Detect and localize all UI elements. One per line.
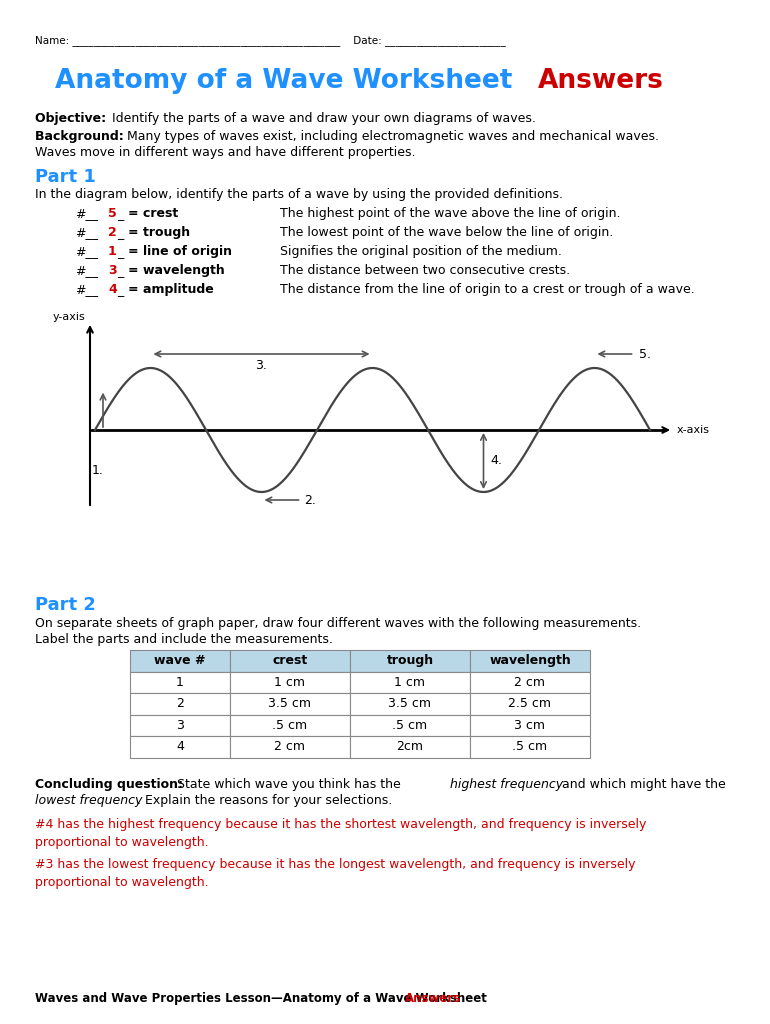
Text: y-axis: y-axis <box>52 312 85 322</box>
Text: 1: 1 <box>108 245 117 258</box>
Text: 3.5 cm: 3.5 cm <box>269 697 312 711</box>
Text: Answers: Answers <box>538 68 664 94</box>
Text: Waves move in different ways and have different properties.: Waves move in different ways and have di… <box>35 146 416 159</box>
Text: The distance from the line of origin to a crest or trough of a wave.: The distance from the line of origin to … <box>280 283 695 296</box>
Text: #4 has the highest frequency because it has the shortest wavelength, and frequen: #4 has the highest frequency because it … <box>35 818 646 849</box>
Text: wavelength: wavelength <box>489 654 571 668</box>
FancyBboxPatch shape <box>350 650 470 672</box>
Text: x-axis: x-axis <box>677 425 710 435</box>
Text: 5: 5 <box>108 207 117 220</box>
FancyBboxPatch shape <box>350 672 470 693</box>
Text: 1 cm: 1 cm <box>274 676 306 689</box>
Text: #__: #__ <box>75 264 98 278</box>
Text: = line of origin: = line of origin <box>128 245 232 258</box>
Text: wave #: wave # <box>154 654 206 668</box>
Text: Many types of waves exist, including electromagnetic waves and mechanical waves.: Many types of waves exist, including ele… <box>127 130 659 143</box>
Text: . Explain the reasons for your selections.: . Explain the reasons for your selection… <box>137 794 392 807</box>
Text: .5 cm: .5 cm <box>393 719 427 732</box>
Text: 2.5 cm: 2.5 cm <box>508 697 551 711</box>
FancyBboxPatch shape <box>350 715 470 736</box>
Text: 2: 2 <box>108 226 117 239</box>
FancyBboxPatch shape <box>130 715 230 736</box>
Text: 1: 1 <box>176 676 184 689</box>
Text: 2 cm: 2 cm <box>514 676 545 689</box>
FancyBboxPatch shape <box>230 672 350 693</box>
Text: Label the parts and include the measurements.: Label the parts and include the measurem… <box>35 633 333 646</box>
Text: highest frequency: highest frequency <box>450 778 563 791</box>
Text: 3.5 cm: 3.5 cm <box>389 697 431 711</box>
Text: .5 cm: .5 cm <box>273 719 307 732</box>
Text: Part 1: Part 1 <box>35 168 96 186</box>
Text: In the diagram below, identify the parts of a wave by using the provided definit: In the diagram below, identify the parts… <box>35 188 563 201</box>
Text: 4: 4 <box>176 740 184 754</box>
Text: Name: ___________________________________________________    Date: _____________: Name: __________________________________… <box>35 35 506 46</box>
Text: The distance between two consecutive crests.: The distance between two consecutive cre… <box>280 264 570 278</box>
Text: = wavelength: = wavelength <box>128 264 225 278</box>
Text: Anatomy of a Wave Worksheet: Anatomy of a Wave Worksheet <box>55 68 521 94</box>
Text: 2: 2 <box>176 697 184 711</box>
FancyBboxPatch shape <box>230 693 350 715</box>
Text: 4: 4 <box>108 283 117 296</box>
Text: #__: #__ <box>75 207 98 220</box>
FancyBboxPatch shape <box>350 736 470 758</box>
Text: Answers: Answers <box>405 992 461 1005</box>
Text: Part 2: Part 2 <box>35 596 96 614</box>
Text: #__: #__ <box>75 226 98 239</box>
Text: #3 has the lowest frequency because it has the longest wavelength, and frequency: #3 has the lowest frequency because it h… <box>35 858 635 889</box>
Text: 4.: 4. <box>490 455 502 468</box>
FancyBboxPatch shape <box>130 672 230 693</box>
Text: = amplitude: = amplitude <box>128 283 214 296</box>
Text: Signifies the original position of the medium.: Signifies the original position of the m… <box>280 245 562 258</box>
Text: 2 cm: 2 cm <box>274 740 306 754</box>
Text: _: _ <box>117 264 127 278</box>
Text: On separate sheets of graph paper, draw four different waves with the following : On separate sheets of graph paper, draw … <box>35 617 641 630</box>
FancyBboxPatch shape <box>130 693 230 715</box>
FancyBboxPatch shape <box>230 650 350 672</box>
Text: _: _ <box>117 226 127 239</box>
FancyBboxPatch shape <box>230 715 350 736</box>
Text: 1.: 1. <box>92 464 104 477</box>
FancyBboxPatch shape <box>470 693 590 715</box>
FancyBboxPatch shape <box>470 715 590 736</box>
Text: = trough: = trough <box>128 226 190 239</box>
FancyBboxPatch shape <box>470 672 590 693</box>
Text: _: _ <box>117 207 127 220</box>
Text: 3: 3 <box>108 264 116 278</box>
Text: #__: #__ <box>75 245 98 258</box>
FancyBboxPatch shape <box>230 736 350 758</box>
Text: The highest point of the wave above the line of origin.: The highest point of the wave above the … <box>280 207 621 220</box>
Text: 3.: 3. <box>256 359 267 372</box>
Text: 2.: 2. <box>304 494 316 507</box>
Text: Background:: Background: <box>35 130 128 143</box>
Text: crest: crest <box>273 654 308 668</box>
Text: Identify the parts of a wave and draw your own diagrams of waves.: Identify the parts of a wave and draw yo… <box>112 112 536 125</box>
Text: = crest: = crest <box>128 207 178 220</box>
FancyBboxPatch shape <box>130 650 230 672</box>
Text: _: _ <box>117 283 127 296</box>
Text: 3 cm: 3 cm <box>514 719 545 732</box>
FancyBboxPatch shape <box>350 693 470 715</box>
FancyBboxPatch shape <box>470 650 590 672</box>
FancyBboxPatch shape <box>470 736 590 758</box>
Text: The lowest point of the wave below the line of origin.: The lowest point of the wave below the l… <box>280 226 613 239</box>
Text: Concluding question:: Concluding question: <box>35 778 187 791</box>
Text: 1 cm: 1 cm <box>394 676 426 689</box>
Text: trough: trough <box>387 654 434 668</box>
Text: lowest frequency: lowest frequency <box>35 794 142 807</box>
Text: 2cm: 2cm <box>397 740 424 754</box>
Text: #__: #__ <box>75 283 98 296</box>
FancyBboxPatch shape <box>130 736 230 758</box>
Text: .5 cm: .5 cm <box>513 740 547 754</box>
Text: _: _ <box>117 245 127 258</box>
Text: and which might have the: and which might have the <box>558 778 726 791</box>
Text: Waves and Wave Properties Lesson—Anatomy of a Wave Worksheet: Waves and Wave Properties Lesson—Anatomy… <box>35 992 491 1005</box>
Text: 3: 3 <box>176 719 184 732</box>
Text: 5.: 5. <box>640 347 651 360</box>
Text: State which wave you think has the: State which wave you think has the <box>177 778 405 791</box>
Text: Objective:: Objective: <box>35 112 111 125</box>
